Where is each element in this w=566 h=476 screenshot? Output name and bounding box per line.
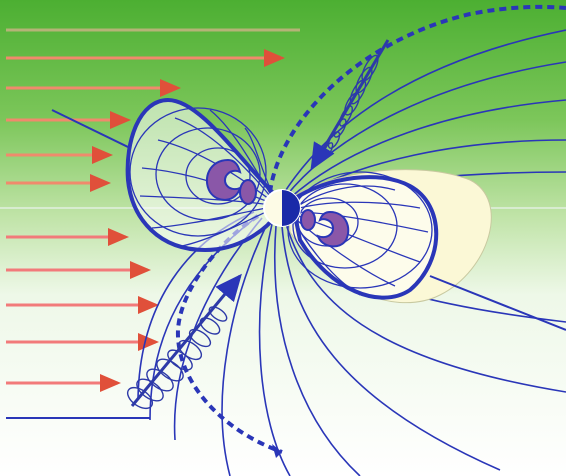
particle-helix-icon [310, 39, 390, 171]
dashed-line-arrowhead [272, 444, 282, 458]
particle-helix-icon [126, 273, 242, 410]
solar-wind-arrows [6, 28, 300, 419]
crescent-icon [205, 158, 350, 248]
dashed-field-lines [175, 4, 566, 454]
planet-icon [263, 189, 301, 227]
